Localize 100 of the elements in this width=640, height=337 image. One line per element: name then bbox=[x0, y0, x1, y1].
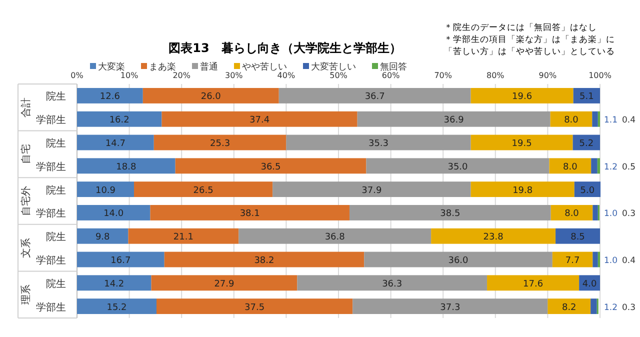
x-tick-label: 80% bbox=[486, 71, 505, 80]
bar bbox=[364, 252, 552, 268]
bar bbox=[77, 275, 152, 291]
y-tick-label: 学部生 bbox=[36, 301, 66, 314]
data-label: 19.5 bbox=[512, 139, 532, 149]
bar bbox=[431, 228, 556, 244]
x-tick-label: 90% bbox=[538, 71, 557, 80]
legend-label: やや苦しい bbox=[242, 62, 287, 72]
bar bbox=[297, 275, 488, 291]
bar bbox=[77, 111, 162, 127]
data-label: 0.3 bbox=[622, 209, 636, 220]
text: 文系 bbox=[20, 238, 32, 258]
bar bbox=[238, 228, 432, 244]
y-tick-label: 学部生 bbox=[36, 208, 66, 220]
bar bbox=[470, 88, 574, 104]
data-label: 7.7 bbox=[565, 256, 580, 266]
y-tick-label: 院生 bbox=[46, 278, 66, 290]
data-label: 0.5 bbox=[622, 162, 636, 172]
data-label: 35.0 bbox=[448, 162, 468, 172]
bar bbox=[151, 275, 298, 291]
data-label: 36.3 bbox=[382, 279, 402, 290]
bar bbox=[286, 134, 471, 150]
bar bbox=[470, 134, 573, 150]
data-label: 10.9 bbox=[95, 186, 116, 196]
bar bbox=[550, 111, 592, 127]
data-label: 37.4 bbox=[250, 116, 270, 126]
data-label: 0.3 bbox=[622, 302, 636, 313]
data-label: 38.5 bbox=[440, 209, 460, 220]
data-label: 9.8 bbox=[95, 232, 110, 243]
data-label: 16.2 bbox=[109, 116, 130, 126]
data-label: 1.1 bbox=[604, 116, 618, 126]
data-label: 5.2 bbox=[579, 139, 594, 149]
bar bbox=[175, 158, 366, 174]
bar bbox=[77, 298, 156, 314]
data-label: 37.5 bbox=[244, 302, 265, 313]
bar bbox=[552, 252, 593, 268]
bar bbox=[162, 111, 358, 127]
x-tick-label: 30% bbox=[225, 71, 244, 80]
data-label: 36.7 bbox=[364, 92, 385, 102]
data-label: 26.0 bbox=[200, 92, 222, 102]
x-tick-label: 100% bbox=[588, 71, 612, 80]
bar bbox=[366, 158, 550, 174]
data-label: 14.2 bbox=[104, 279, 124, 290]
y-tick-label: 院生 bbox=[46, 231, 66, 244]
bar bbox=[556, 228, 600, 244]
bar bbox=[164, 252, 364, 268]
bar bbox=[352, 298, 548, 314]
data-label: 1.0 bbox=[604, 209, 618, 220]
data-label: 19.8 bbox=[512, 186, 533, 196]
data-label: 36.0 bbox=[448, 256, 469, 266]
data-label: 36.5 bbox=[260, 162, 281, 172]
data-label: 36.8 bbox=[324, 232, 346, 243]
bar bbox=[592, 111, 598, 127]
y-tick-label: 学部生 bbox=[36, 160, 66, 173]
bar bbox=[590, 298, 597, 314]
data-label: 8.2 bbox=[562, 302, 576, 313]
text: 自宅 bbox=[20, 144, 32, 164]
data-label: 16.7 bbox=[110, 256, 131, 266]
y-tick-label: 院生 bbox=[46, 138, 66, 150]
bar bbox=[349, 204, 551, 220]
data-label: 14.0 bbox=[104, 209, 124, 220]
text: 理系 bbox=[20, 284, 32, 305]
data-label: 1.2 bbox=[604, 162, 618, 172]
data-label: 38.2 bbox=[254, 256, 274, 266]
bar bbox=[272, 182, 471, 198]
bar bbox=[77, 134, 154, 150]
bar bbox=[597, 158, 600, 174]
y-tick-label: 学部生 bbox=[36, 254, 66, 266]
bar bbox=[156, 298, 353, 314]
bar bbox=[77, 204, 150, 220]
bar bbox=[77, 252, 164, 268]
data-label: 23.8 bbox=[483, 232, 504, 243]
bar bbox=[278, 88, 471, 104]
data-label: 1.2 bbox=[604, 302, 618, 313]
x-tick-label: 50% bbox=[330, 71, 348, 80]
bar bbox=[573, 88, 600, 104]
legend-label: 大変楽 bbox=[98, 62, 125, 72]
bar bbox=[77, 158, 176, 174]
text: ＊院生のデータには「無回答」はなし bbox=[444, 22, 597, 33]
x-tick-label: 10% bbox=[120, 71, 139, 80]
x-tick-label: 60% bbox=[382, 71, 400, 80]
data-label: 21.1 bbox=[173, 232, 194, 243]
data-label: 8.0 bbox=[564, 209, 580, 220]
data-label: 0.4 bbox=[622, 116, 636, 126]
data-label: 14.7 bbox=[105, 139, 126, 149]
y-tick-label: 院生 bbox=[46, 184, 66, 196]
data-label: 36.9 bbox=[444, 116, 464, 126]
data-label: 5.0 bbox=[580, 186, 595, 196]
x-tick-label: 0% bbox=[70, 71, 84, 80]
legend-label: 大変苦しい bbox=[311, 62, 356, 72]
bar bbox=[128, 228, 239, 244]
bar bbox=[592, 252, 598, 268]
data-label: 4.0 bbox=[582, 279, 597, 290]
bar bbox=[134, 182, 273, 198]
legend-label: 普通 bbox=[200, 62, 218, 72]
text: 「苦しい方」は「やや苦しい」としている bbox=[444, 46, 615, 57]
data-label: 5.1 bbox=[580, 92, 594, 102]
x-tick-label: 70% bbox=[434, 71, 452, 80]
y-tick-label: 学部生 bbox=[36, 114, 66, 126]
data-label: 35.3 bbox=[368, 139, 389, 149]
